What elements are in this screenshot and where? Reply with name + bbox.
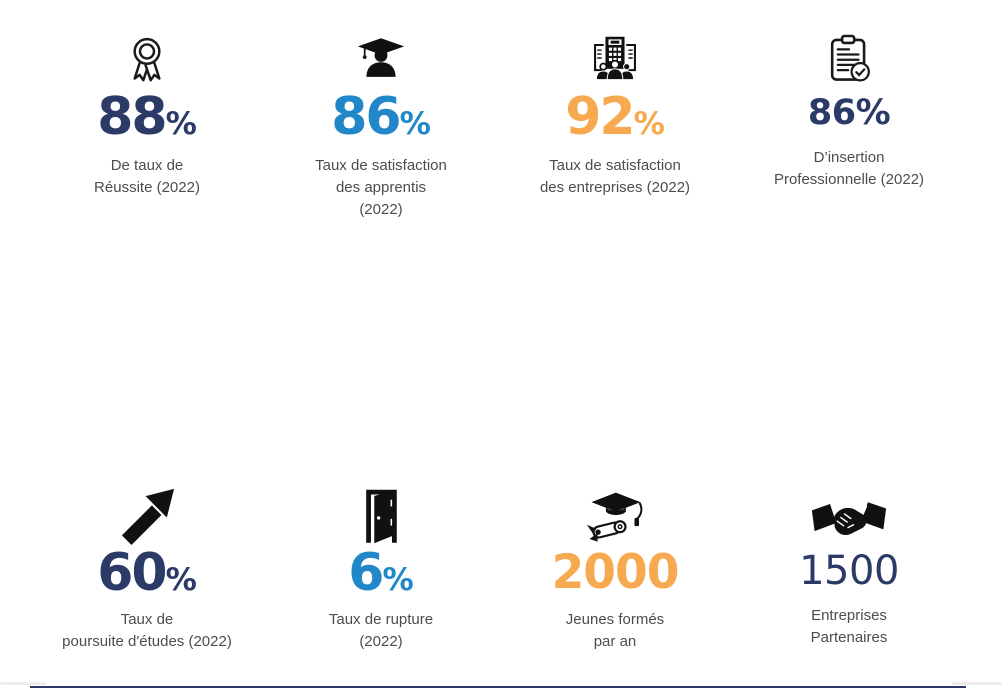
graduate-icon	[357, 33, 405, 83]
graduation-diploma-icon	[586, 483, 644, 545]
stat-label: Jeunes formés par an	[565, 611, 665, 650]
stat-value: 2000	[551, 545, 680, 600]
left-corner-chip	[0, 682, 46, 685]
stat-value: 60%	[97, 543, 197, 603]
open-door-icon	[359, 483, 403, 545]
percent-sign: %	[165, 106, 197, 142]
stat-card-entreprises-partenaires: 1500 Entreprises Partenaires	[732, 483, 966, 653]
stat-value: 88%	[97, 87, 197, 147]
percent-sign: %	[165, 562, 197, 598]
stat-value: 86%	[331, 87, 431, 147]
handshake-icon	[811, 483, 887, 545]
stat-label: Entreprises Partenaires	[810, 607, 888, 646]
stat-card-taux-reussite: 88% De taux de Réussite (2022)	[30, 33, 264, 220]
stat-label: De taux de Réussite (2022)	[94, 157, 200, 196]
stat-value: 92%	[565, 87, 665, 147]
right-corner-chip	[952, 682, 1002, 685]
stat-card-satisfaction-apprentis: 86% Taux de satisfaction des apprentis (…	[264, 33, 498, 220]
stat-card-insertion-professionnelle: 86% D’insertion Professionnelle (2022)	[732, 33, 966, 220]
stats-row-2: 60% Taux de poursuite d'études (2022) 6%…	[30, 483, 966, 653]
percent-sign: %	[399, 106, 431, 142]
stat-card-poursuite-etudes: 60% Taux de poursuite d'études (2022)	[30, 483, 264, 653]
stat-card-jeunes-formes: 2000 Jeunes formés par an	[498, 483, 732, 653]
stat-value: 6%	[348, 543, 414, 603]
percent-sign: %	[633, 106, 665, 142]
stat-value: 86%	[807, 93, 891, 133]
footer-top-edge	[30, 686, 966, 688]
stat-label: Taux de poursuite d'études (2022)	[62, 611, 232, 650]
clipboard-check-icon	[825, 33, 873, 83]
stat-value: 1500	[799, 548, 899, 594]
stat-label: Taux de satisfaction des apprentis (2022…	[315, 157, 447, 218]
percent-sign: %	[382, 562, 414, 598]
company-building-icon	[589, 33, 641, 83]
stat-card-taux-rupture: 6% Taux de rupture (2022)	[264, 483, 498, 653]
award-medal-icon	[124, 33, 170, 83]
stat-label: Taux de rupture (2022)	[328, 611, 434, 650]
stat-label: Taux de satisfaction des entreprises (20…	[539, 157, 691, 196]
arrow-up-right-icon	[118, 483, 176, 545]
stat-label: D’insertion Professionnelle (2022)	[773, 149, 925, 188]
stat-card-satisfaction-entreprises: 92% Taux de satisfaction des entreprises…	[498, 33, 732, 220]
stats-row-1: 88% De taux de Réussite (2022) 86% Taux …	[30, 33, 966, 220]
